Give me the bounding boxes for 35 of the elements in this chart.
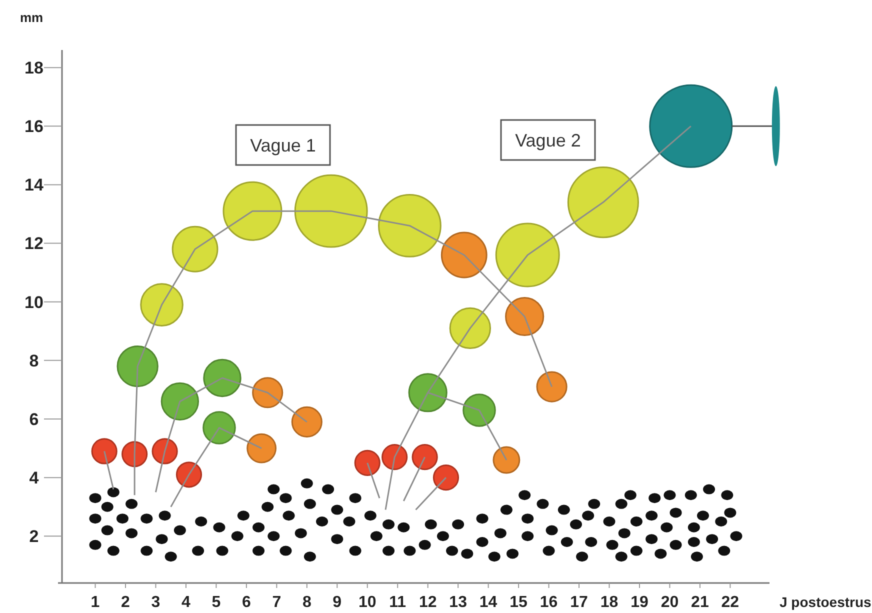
x-tick-label: 3	[151, 594, 160, 611]
y-tick-label: 14	[24, 176, 44, 195]
annotation: Vague 2	[515, 130, 581, 150]
y-axis-title: mm	[20, 10, 44, 25]
y-tick-label: 2	[29, 527, 39, 546]
x-tick-label: 15	[510, 594, 528, 611]
x-tick-label: 12	[418, 594, 437, 611]
y-tick-label: 6	[29, 410, 39, 429]
y-tick-label: 16	[24, 117, 44, 136]
x-tick-label: 13	[449, 594, 468, 611]
x-tick-label: 18	[600, 594, 618, 611]
annotation: Vague 1	[250, 135, 316, 156]
x-tick-label: 7	[272, 594, 282, 611]
x-tick-label: 17	[570, 594, 588, 611]
x-tick-label: 10	[358, 594, 376, 611]
x-tick-label: 14	[479, 594, 498, 611]
x-tick-label: 21	[691, 594, 709, 611]
x-tick-label: 4	[182, 594, 191, 611]
x-tick-label: 16	[540, 594, 558, 611]
y-tick-label: 10	[24, 292, 44, 312]
x-axis-title: J postoestrus	[780, 594, 872, 610]
x-tick-label: 5	[212, 594, 221, 611]
y-tick-label: 4	[29, 468, 40, 488]
x-tick-label: 2	[121, 594, 130, 611]
x-tick-label: 11	[389, 594, 406, 611]
y-tick-label: 12	[24, 234, 44, 254]
x-tick-label: 1	[90, 594, 100, 611]
x-tick-label: 20	[660, 594, 679, 611]
x-tick-label: 8	[302, 594, 312, 611]
x-tick-label: 22	[721, 594, 740, 611]
y-tick-label: 8	[29, 351, 39, 370]
x-tick-label: 9	[332, 594, 342, 611]
y-tick-label: 18	[24, 58, 44, 78]
x-tick-label: 6	[242, 594, 251, 611]
x-tick-label: 19	[630, 594, 648, 611]
